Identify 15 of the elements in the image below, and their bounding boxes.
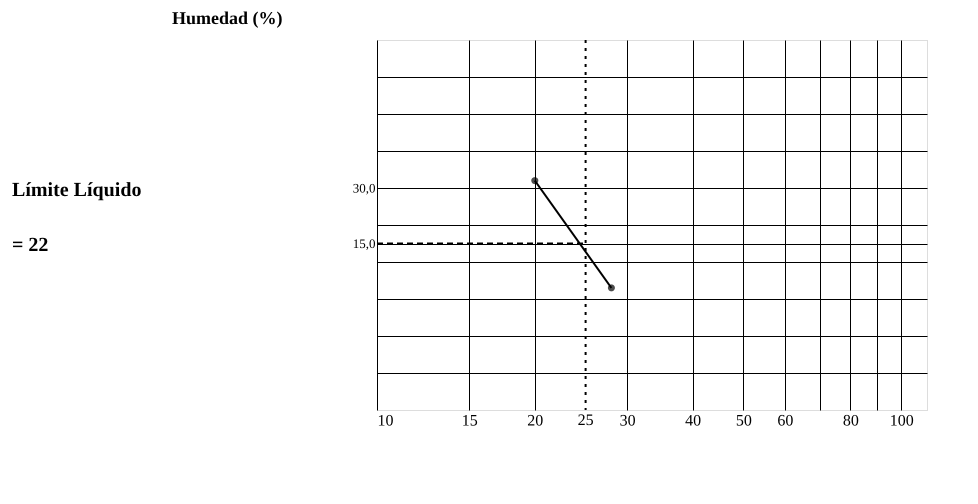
y-axis-title: Humedad (%): [172, 8, 283, 28]
y-tick-label: 30,0: [352, 180, 376, 196]
x-tick-label: 80: [842, 412, 859, 430]
text: = 22: [12, 234, 48, 256]
text: Límite Líquido: [12, 179, 142, 201]
x-tick-label: 30: [620, 412, 636, 430]
x-tick-label: 100: [890, 412, 914, 430]
ref-line-label: 25: [578, 412, 594, 429]
x-tick-label: 10: [378, 412, 394, 430]
x-tick-label: 15: [462, 412, 478, 430]
x-tick-label: 20: [527, 412, 544, 430]
x-tick-label: 50: [736, 412, 752, 430]
x-tick-label: 60: [777, 412, 794, 430]
y-tick-label: 15,0: [352, 236, 376, 251]
x-tick-label: 40: [685, 412, 702, 430]
